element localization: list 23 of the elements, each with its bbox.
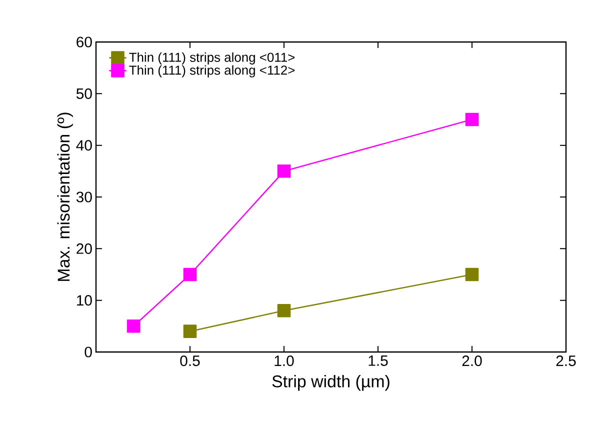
y-tick-label: 20: [76, 243, 92, 254]
point: [277, 164, 291, 178]
x-tick-label: 0.5: [180, 356, 200, 366]
point: [277, 304, 291, 318]
point: [465, 268, 479, 282]
y-tick-label: 10: [77, 295, 92, 306]
y-tick-label: 30: [76, 192, 92, 202]
y-tick-label: 60: [76, 36, 92, 48]
y-axis-title: Max. misorientation (º): [57, 112, 74, 281]
legend-label: Thin (111) strips along <112>: [129, 65, 295, 78]
legend-label: Thin (111) strips along <011>: [129, 52, 295, 64]
y-tick-label: 40: [76, 140, 92, 151]
x-tick-label: 1.0: [274, 356, 294, 366]
point: [183, 324, 197, 338]
point: [183, 268, 197, 282]
x-tick-label: 2.5: [556, 356, 576, 366]
y-tick-label: 0: [84, 346, 92, 358]
x-axis-title: Strip width (µm): [272, 374, 390, 391]
y-tick-label: 50: [76, 88, 92, 99]
point: [126, 320, 140, 333]
point: [465, 112, 479, 126]
x-tick-label: 1.5: [368, 356, 388, 366]
x-tick-label: 2.0: [462, 356, 482, 366]
